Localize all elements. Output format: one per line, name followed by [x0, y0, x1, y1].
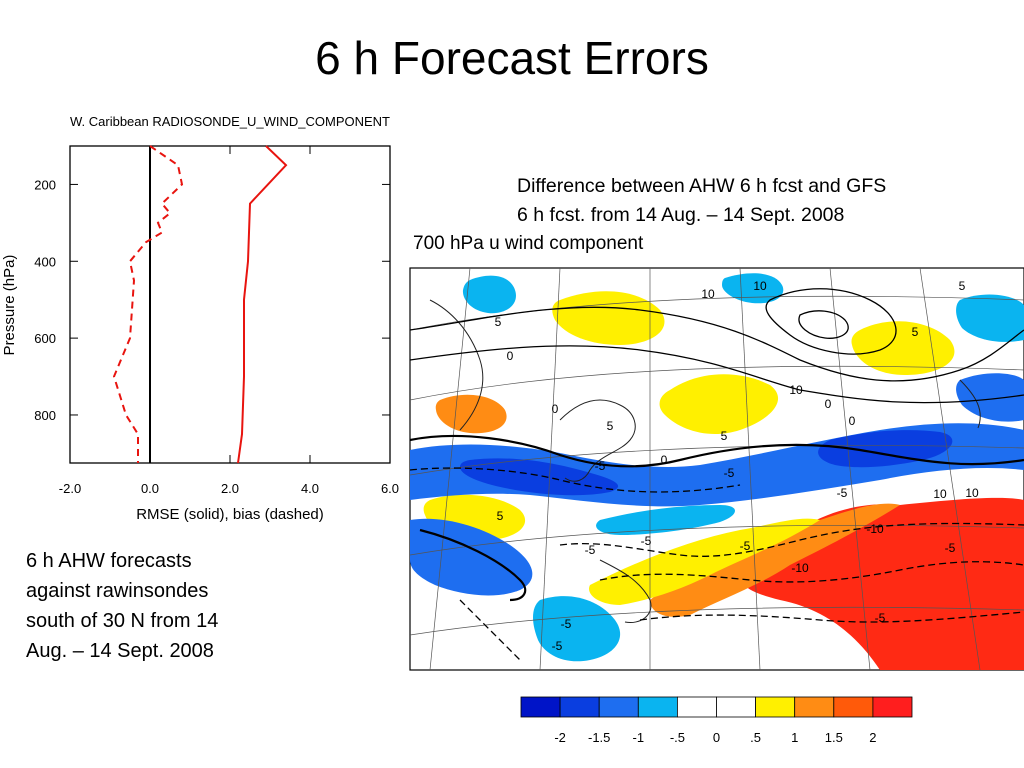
profile-y-tick-label: 600: [34, 331, 56, 346]
contour-label: 5: [495, 315, 502, 329]
profile-axes: -2.0 0.0 2.0 4.0 6.0 200 400 600 800: [34, 146, 399, 496]
contour-label: -5: [837, 486, 848, 500]
positive-anomaly-orange-west: [435, 394, 507, 434]
negative-anomaly-north-2: [956, 294, 1024, 342]
colorbar-tick-label: .5: [750, 730, 761, 745]
map-coastlines: [429, 299, 981, 624]
colorbar-swatch: [716, 696, 756, 718]
difference-caption-line-1: Difference between AHW 6 h fcst and GFS: [517, 175, 887, 197]
colorbar-tick-label: -1: [633, 730, 645, 745]
ahw-caption-line-4: Aug. – 14 Sept. 2008: [26, 640, 214, 662]
profile-y-axis-label: Pressure (hPa): [1, 255, 18, 356]
ahw-caption-line-1: 6 h AHW forecasts: [26, 550, 192, 572]
positive-anomaly-north-yellow-1: [659, 374, 779, 435]
contour-label: 10: [701, 287, 715, 301]
map-contours: [410, 288, 1024, 661]
contour-label: -5: [552, 639, 563, 653]
slide-title: 6 h Forecast Errors: [315, 32, 709, 84]
colorbar-tick-label: 1: [791, 730, 798, 745]
contour-label: -5: [585, 543, 596, 557]
negative-anomaly-southwest: [410, 518, 533, 596]
colorbar-tick-label: 0: [713, 730, 720, 745]
profile-chart-title: W. Caribbean RADIOSONDE_U_WIND_COMPONENT: [70, 114, 390, 129]
contour-label: -5: [561, 617, 572, 631]
contour-label: 0: [825, 397, 832, 411]
contour-label: 0: [507, 349, 514, 363]
map-title: 700 hPa u wind component: [413, 233, 644, 254]
profile-x-tick-label: 0.0: [141, 481, 159, 496]
contour-label: 5: [497, 509, 504, 523]
ahw-caption-line-2: against rawinsondes: [26, 580, 209, 602]
colorbar-tick-label: -1.5: [588, 730, 610, 745]
contour-label: -5: [875, 611, 886, 625]
contour-label: 5: [721, 429, 728, 443]
profile-series: [112, 145, 288, 464]
negative-anomaly-south: [533, 596, 621, 662]
contour-label: 0: [849, 414, 856, 428]
negative-anomaly-northeast: [956, 373, 1024, 422]
negative-anomaly-north-1: [462, 275, 516, 314]
positive-anomaly-north-yellow-2: [552, 291, 665, 345]
colorbar-swatch: [559, 696, 600, 718]
difference-caption: Difference between AHW 6 h fcst and GFS …: [517, 172, 1017, 230]
contour-label: -5: [595, 459, 606, 473]
profile-chart: W. Caribbean RADIOSONDE_U_WIND_COMPONENT…: [1, 114, 399, 523]
colorbar-swatch: [677, 696, 717, 718]
profile-series-bias: [112, 145, 184, 463]
positive-anomaly-north-yellow-3: [851, 321, 955, 375]
contour-label: -10: [791, 561, 809, 575]
colorbar-tick-label: 1.5: [825, 730, 843, 745]
contour-label: 0: [661, 453, 668, 467]
profile-x-tick-label: -2.0: [59, 481, 81, 496]
contour-label: 10: [933, 487, 947, 501]
negative-anomaly-north-3: [722, 273, 784, 304]
negative-anomaly-east-core: [818, 430, 953, 468]
profile-y-tick-label: 800: [34, 408, 56, 423]
ahw-caption: 6 h AHW forecasts against rawinsondes so…: [26, 546, 296, 666]
profile-x-tick-label: 6.0: [381, 481, 399, 496]
map-panel: 10 10 5 10 0 10 5 0 5 0 0 -5 -5 -10 10 -5 -5 -10 -5 -5 -5 -5 5…: [409, 267, 1024, 671]
colorbar-swatch: [872, 696, 913, 718]
contour-label: 10: [965, 486, 979, 500]
contour-label: 5: [959, 279, 966, 293]
colorbar-swatch: [520, 696, 561, 718]
colorbar-tick-label: -2: [554, 730, 566, 745]
profile-y-tick-label: 200: [34, 177, 56, 192]
contour-label: -5: [724, 466, 735, 480]
colorbar-swatch: [637, 696, 678, 718]
colorbar-tick-label: 2: [869, 730, 876, 745]
profile-x-tick-label: 2.0: [221, 481, 239, 496]
colorbar-swatch: [598, 696, 639, 718]
colorbar-swatch: [833, 696, 874, 718]
negative-anomaly-main-core: [460, 458, 619, 496]
contour-label: 5: [607, 419, 614, 433]
profile-x-tick-label: 4.0: [301, 481, 319, 496]
colorbar: -2 -1.5 -1 -.5 0 .5 1 1.5 2: [520, 696, 913, 745]
contour-label: -5: [641, 534, 652, 548]
contour-label: 0: [552, 402, 559, 416]
colorbar-swatch: [794, 696, 835, 718]
colorbar-swatch: [755, 696, 796, 718]
profile-plot-frame: [69, 145, 391, 464]
positive-anomaly-yellow-band: [589, 518, 820, 605]
profile-y-tick-label: 400: [34, 254, 56, 269]
contour-label: -5: [945, 541, 956, 555]
contour-label: 10: [789, 383, 803, 397]
contour-label: 5: [912, 325, 919, 339]
contour-label: 10: [753, 279, 767, 293]
difference-caption-line-2: 6 h fcst. from 14 Aug. – 14 Sept. 2008: [517, 204, 845, 226]
ahw-caption-line-3: south of 30 N from 14: [26, 610, 219, 632]
profile-series-rmse: [237, 145, 288, 464]
contour-label: -10: [866, 522, 884, 536]
contour-label: -5: [740, 539, 751, 553]
profile-x-axis-label: RMSE (solid), bias (dashed): [136, 506, 324, 523]
negative-anomaly-light-band: [596, 505, 735, 535]
colorbar-tick-label: -.5: [670, 730, 685, 745]
